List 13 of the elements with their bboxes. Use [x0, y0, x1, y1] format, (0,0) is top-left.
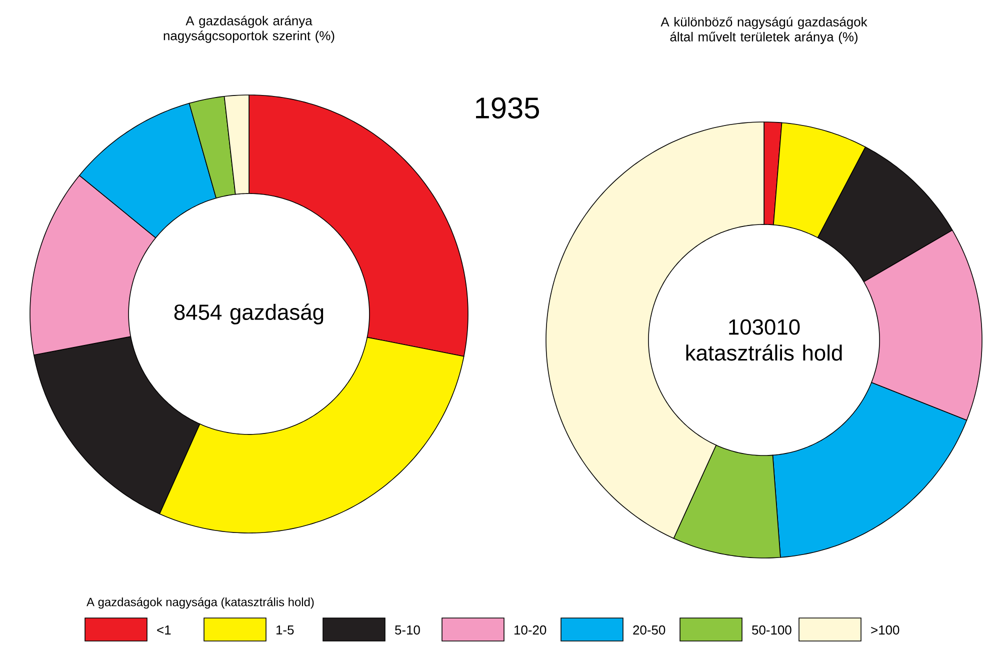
legend-label: 50-100	[752, 625, 792, 635]
legend-label: 1-5	[276, 625, 294, 634]
legend-label: 20-50	[633, 625, 666, 635]
legend-label: 10-20	[514, 625, 546, 635]
chart-title: A gazdaságok aránya nagyságcsoportok szerint (%)	[164, 16, 334, 43]
text: 8454 gazdaság	[174, 304, 324, 324]
legend-label: >100	[871, 625, 900, 635]
chart-title: A különböző nagyságú gazdaságok által művelt területek aránya (%)	[660, 16, 868, 44]
text: 103010 katasztrális hold	[686, 319, 842, 361]
legend-label: <1	[157, 626, 171, 634]
legend-label: 5-10	[395, 625, 420, 635]
legend-title: A gazdaságok nagysága (katasztrális hold)	[86, 597, 314, 609]
text: 1935	[476, 97, 539, 119]
